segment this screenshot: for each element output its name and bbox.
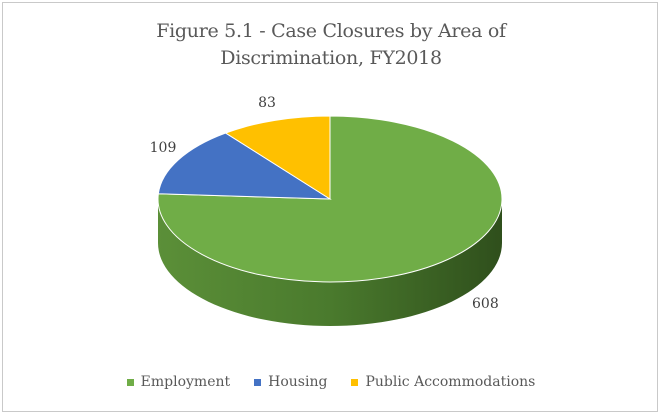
data-label-employment: 608	[472, 296, 499, 312]
pie-slice-public-accommodations	[224, 115, 331, 200]
chart-legend: Employment Housing Public Accommodations	[0, 374, 662, 390]
pie-slice-housing	[157, 132, 332, 200]
legend-label-housing: Housing	[268, 374, 328, 390]
legend-item-housing: Housing	[254, 374, 327, 390]
chart-title-line-1: Figure 5.1 - Case Closures by Area of	[156, 20, 506, 42]
legend-swatch-housing	[254, 378, 262, 386]
legend-swatch-employment	[126, 378, 134, 386]
legend-item-public-accommodations: Public Accommodations	[351, 374, 535, 390]
chart-title-line-2: Discrimination, FY2018	[220, 47, 442, 69]
legend-label-employment: Employment	[140, 374, 231, 390]
pie-side-employment	[158, 199, 502, 326]
legend-swatch-public-accommodations	[351, 378, 359, 386]
legend-item-employment: Employment	[126, 374, 231, 390]
data-label-public-accommodations: 83	[258, 95, 276, 111]
data-label-housing: 109	[150, 140, 177, 156]
legend-label-public-accommodations: Public Accommodations	[365, 374, 536, 390]
